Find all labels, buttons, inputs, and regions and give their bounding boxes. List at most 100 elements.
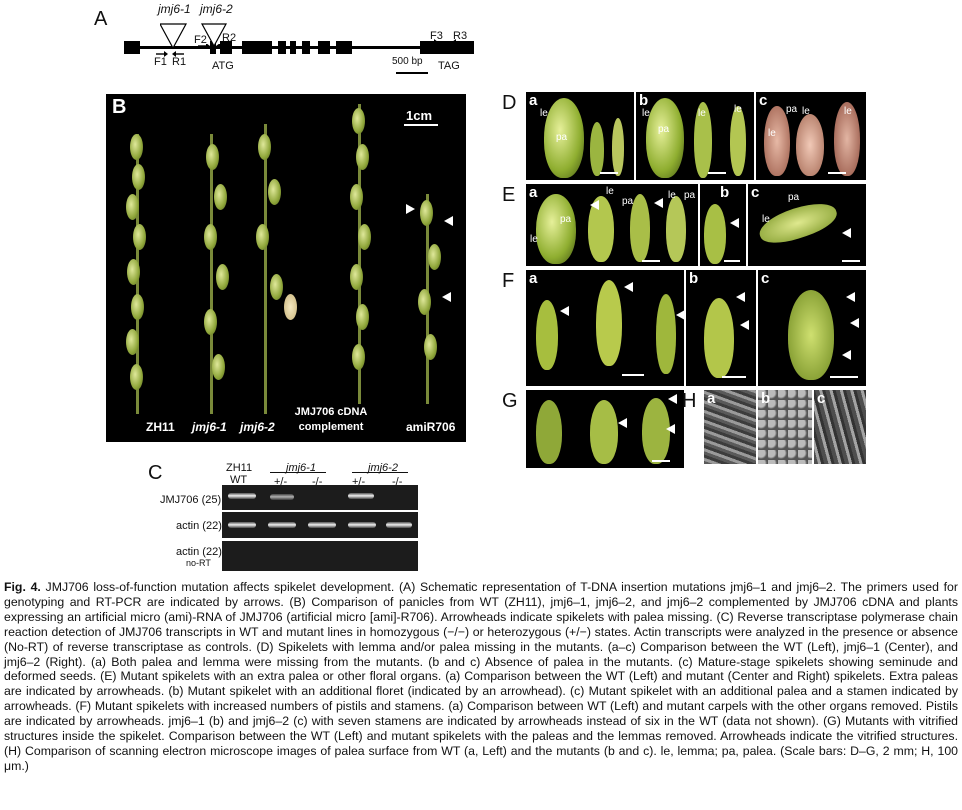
- jmj6-2-label: jmj6-2: [200, 2, 233, 16]
- arrowhead-icon: [740, 320, 749, 330]
- photo-g: [526, 390, 684, 468]
- tag-le: le: [540, 108, 548, 119]
- scale-500bp: 500 bp: [392, 56, 423, 67]
- tag-pa: pa: [786, 104, 798, 115]
- jmj6-1-label: jmj6-1: [158, 2, 191, 16]
- gel-row-actin-nort: actin (22): [176, 546, 222, 558]
- photo-d-c: c pa le le le: [756, 92, 866, 180]
- primer-r2: R2: [222, 32, 237, 44]
- label-zh11: ZH11: [146, 420, 175, 434]
- sub-h-b: b: [761, 390, 771, 407]
- tag-le: le: [698, 108, 706, 119]
- sem-b: b: [758, 390, 812, 464]
- arrowhead-icon: [666, 424, 675, 434]
- panel-e-label: E: [502, 184, 516, 206]
- arrowhead-icon: [560, 306, 569, 316]
- figure-caption: Fig. 4. JMJ706 loss-of-function mutation…: [4, 580, 958, 774]
- gel-col-wt: WT: [230, 474, 248, 486]
- photo-e-b: b: [700, 184, 746, 266]
- primer-f1: F1: [154, 56, 167, 68]
- gel-col-jmj6-2: jmj6-2: [368, 462, 398, 474]
- panel-c-label: C: [148, 462, 163, 484]
- panicle-photo: B 1cm ZH11 jmj6-1 jmj6-2 JMJ706 cDNA com…: [106, 94, 466, 442]
- primer-f2: F2: [194, 34, 207, 46]
- sub-f-c: c: [761, 270, 770, 287]
- gel-strip-jmj706: [222, 485, 418, 510]
- arrowhead-icon: [654, 198, 663, 208]
- tag-pa: pa: [658, 124, 670, 135]
- photo-f-b: b: [686, 270, 756, 386]
- caption-fig-number: Fig. 4.: [4, 580, 41, 594]
- tag-pa: pa: [556, 132, 568, 143]
- sub-d-b: b: [639, 92, 649, 109]
- arrowhead-icon: [668, 394, 677, 404]
- tag-pa: pa: [560, 214, 572, 225]
- arrowhead-icon: [850, 318, 859, 328]
- label-amir706: amiR706: [406, 420, 456, 434]
- tag-le: le: [642, 108, 650, 119]
- caption-text: JMJ706 loss-of-function mutation affects…: [4, 580, 958, 773]
- sub-f-a: a: [529, 270, 538, 287]
- gel-row-nort-sub: no-RT: [186, 558, 211, 568]
- gel-col-jmj6-1: jmj6-1: [286, 462, 316, 474]
- arrowhead-icon: [442, 292, 451, 302]
- gel-row-actin: actin (22): [176, 520, 222, 532]
- sub-e-a: a: [529, 184, 538, 201]
- sub-d-c: c: [759, 92, 768, 109]
- label-jmj6-1: jmj6-1: [192, 420, 227, 434]
- panel-b-label: B: [112, 96, 127, 118]
- gel-col-zh11: ZH11: [226, 462, 253, 474]
- photo-f-a: a: [526, 270, 684, 386]
- tag-label: TAG: [438, 60, 460, 72]
- gene-schematic: [120, 10, 480, 80]
- tag-pa: pa: [788, 192, 800, 203]
- gel-hom-1: -/-: [312, 476, 323, 488]
- sub-h-a: a: [707, 390, 716, 407]
- tag-le: le: [734, 104, 742, 115]
- tag-le: le: [606, 186, 614, 197]
- gel-hom-2: -/-: [392, 476, 403, 488]
- tag-le: le: [844, 106, 852, 117]
- panel-h-label: H: [682, 390, 697, 412]
- panel-a-label: A: [94, 8, 108, 30]
- tag-pa: pa: [622, 196, 634, 207]
- tag-pa: pa: [684, 190, 696, 201]
- arrowhead-icon: [590, 200, 599, 210]
- sem-a: a: [704, 390, 756, 464]
- panel-f-label: F: [502, 270, 515, 292]
- arrowhead-icon: [618, 418, 627, 428]
- label-complement-line1: JMJ706 cDNA: [294, 406, 368, 418]
- panel-d-label: D: [502, 92, 517, 114]
- photo-d-b: b le pa le le: [636, 92, 754, 180]
- primer-r3: R3: [453, 30, 468, 42]
- tag-le: le: [768, 128, 776, 139]
- primer-f3: F3: [430, 30, 443, 42]
- photo-e-a: a le pa le pa le pa: [526, 184, 698, 266]
- atg-label: ATG: [212, 60, 234, 72]
- label-complement-line2: complement: [298, 421, 364, 433]
- label-jmj6-2: jmj6-2: [240, 420, 275, 434]
- primer-arrows: [156, 44, 228, 57]
- sem-c: c: [814, 390, 866, 464]
- gel-row-jmj706: JMJ706 (25): [160, 494, 222, 506]
- tag-le: le: [802, 106, 810, 117]
- tag-le: le: [530, 234, 538, 245]
- primer-arrows-3: [426, 39, 464, 45]
- arrowhead-icon: [736, 292, 745, 302]
- panel-g-label: G: [502, 390, 518, 412]
- tag-le: le: [668, 190, 676, 201]
- arrowhead-icon: [624, 282, 633, 292]
- sub-e-b: b: [720, 184, 730, 201]
- tdna-insertion-icons: [160, 23, 228, 50]
- sub-d-a: a: [529, 92, 538, 109]
- arrowhead-icon: [406, 204, 415, 214]
- arrowhead-icon: [842, 350, 851, 360]
- arrowhead-icon: [444, 216, 453, 226]
- tag-le: le: [762, 214, 770, 225]
- photo-d-a: a le pa: [526, 92, 634, 180]
- sub-e-c: c: [751, 184, 760, 201]
- sub-h-c: c: [817, 390, 826, 407]
- photo-f-c: c: [758, 270, 866, 386]
- photo-e-c: c le pa: [748, 184, 866, 266]
- gel-strip-nort: [222, 541, 418, 571]
